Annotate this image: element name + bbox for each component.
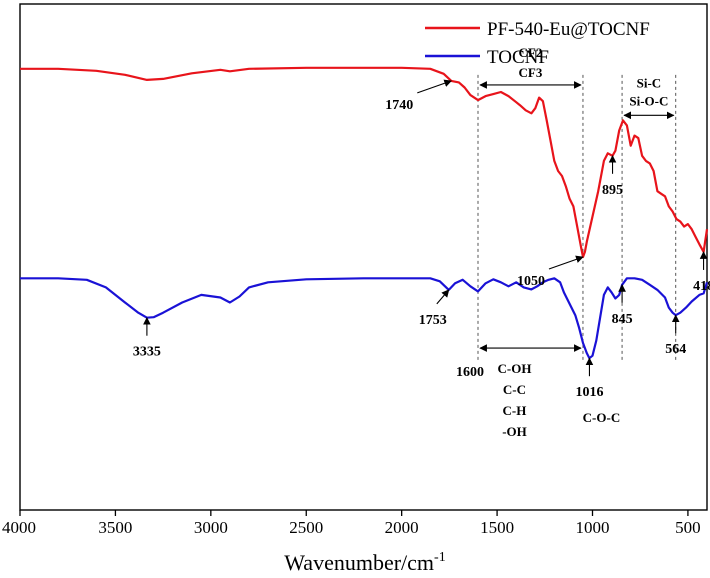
group-label-ch: C-H [503, 403, 527, 418]
group-label-si-o-c: Si-O-C [629, 93, 668, 108]
x-tick-label-3500: 3500 [98, 518, 132, 537]
group-label-oh: -OH [502, 424, 527, 439]
x-tick-label-1000: 1000 [576, 518, 610, 537]
legend: PF-540-Eu@TOCNF TOCNF [425, 19, 650, 68]
x-axis-title: Wavenumber/cm-1 [284, 550, 445, 575]
x-tick-label-3000: 3000 [194, 518, 228, 537]
x-tick-label-1500: 1500 [480, 518, 514, 537]
series-line-tocnf [20, 277, 709, 360]
annotation-label-1753: 1753 [419, 313, 447, 328]
group-labels: CF2 CF3 Si-C Si-O-C C-OH C-C C-H -OH C-O-C [479, 45, 675, 439]
x-axis-title-text: Wavenumber/cm [284, 550, 434, 575]
annotation-arrow-1740 [417, 79, 453, 94]
series-layer [20, 66, 709, 360]
legend-label-0: PF-540-Eu@TOCNF [487, 19, 650, 40]
annotation-labels: 1740 1050 895 418 1753 3335 1016 845 564 1600 [133, 98, 710, 400]
legend-label-1: TOCNF [487, 47, 549, 68]
annotation-arrow-1753 [436, 289, 450, 305]
series-line-pf-540-eu-tocnf [20, 66, 709, 259]
annotation-label-895: 895 [602, 183, 623, 198]
x-tick-label-500: 500 [675, 518, 701, 537]
annotation-arrows [143, 79, 708, 377]
group-label-cf3: CF3 [519, 65, 543, 80]
annotation-arrow-1050 [548, 255, 584, 270]
x-axis: 4000 3500 3000 2500 2000 1500 1000 500 [2, 510, 701, 537]
plot-frame [19, 3, 708, 511]
group-label-si-c: Si-C [637, 75, 662, 90]
group-label-cf2: CF2 [519, 45, 543, 60]
annotation-label-3335: 3335 [133, 345, 161, 360]
group-label-coh: C-OH [498, 361, 532, 376]
group-label-cc: C-C [503, 382, 526, 397]
x-tick-label-2000: 2000 [385, 518, 419, 537]
annotation-label-1016: 1016 [575, 385, 603, 400]
group-label-c-o-c: C-O-C [583, 410, 621, 425]
x-tick-label-4000: 4000 [2, 518, 36, 537]
annotation-label-418: 418 [693, 279, 710, 294]
annotation-label-1600: 1600 [456, 365, 484, 380]
annotation-label-845: 845 [612, 312, 633, 327]
x-axis-title-superscript: -1 [434, 550, 446, 565]
x-tick-label-2500: 2500 [289, 518, 323, 537]
annotation-label-564: 564 [665, 342, 686, 357]
annotation-label-1050: 1050 [517, 274, 545, 289]
annotation-label-1740: 1740 [385, 98, 413, 113]
plot-border [19, 3, 708, 511]
